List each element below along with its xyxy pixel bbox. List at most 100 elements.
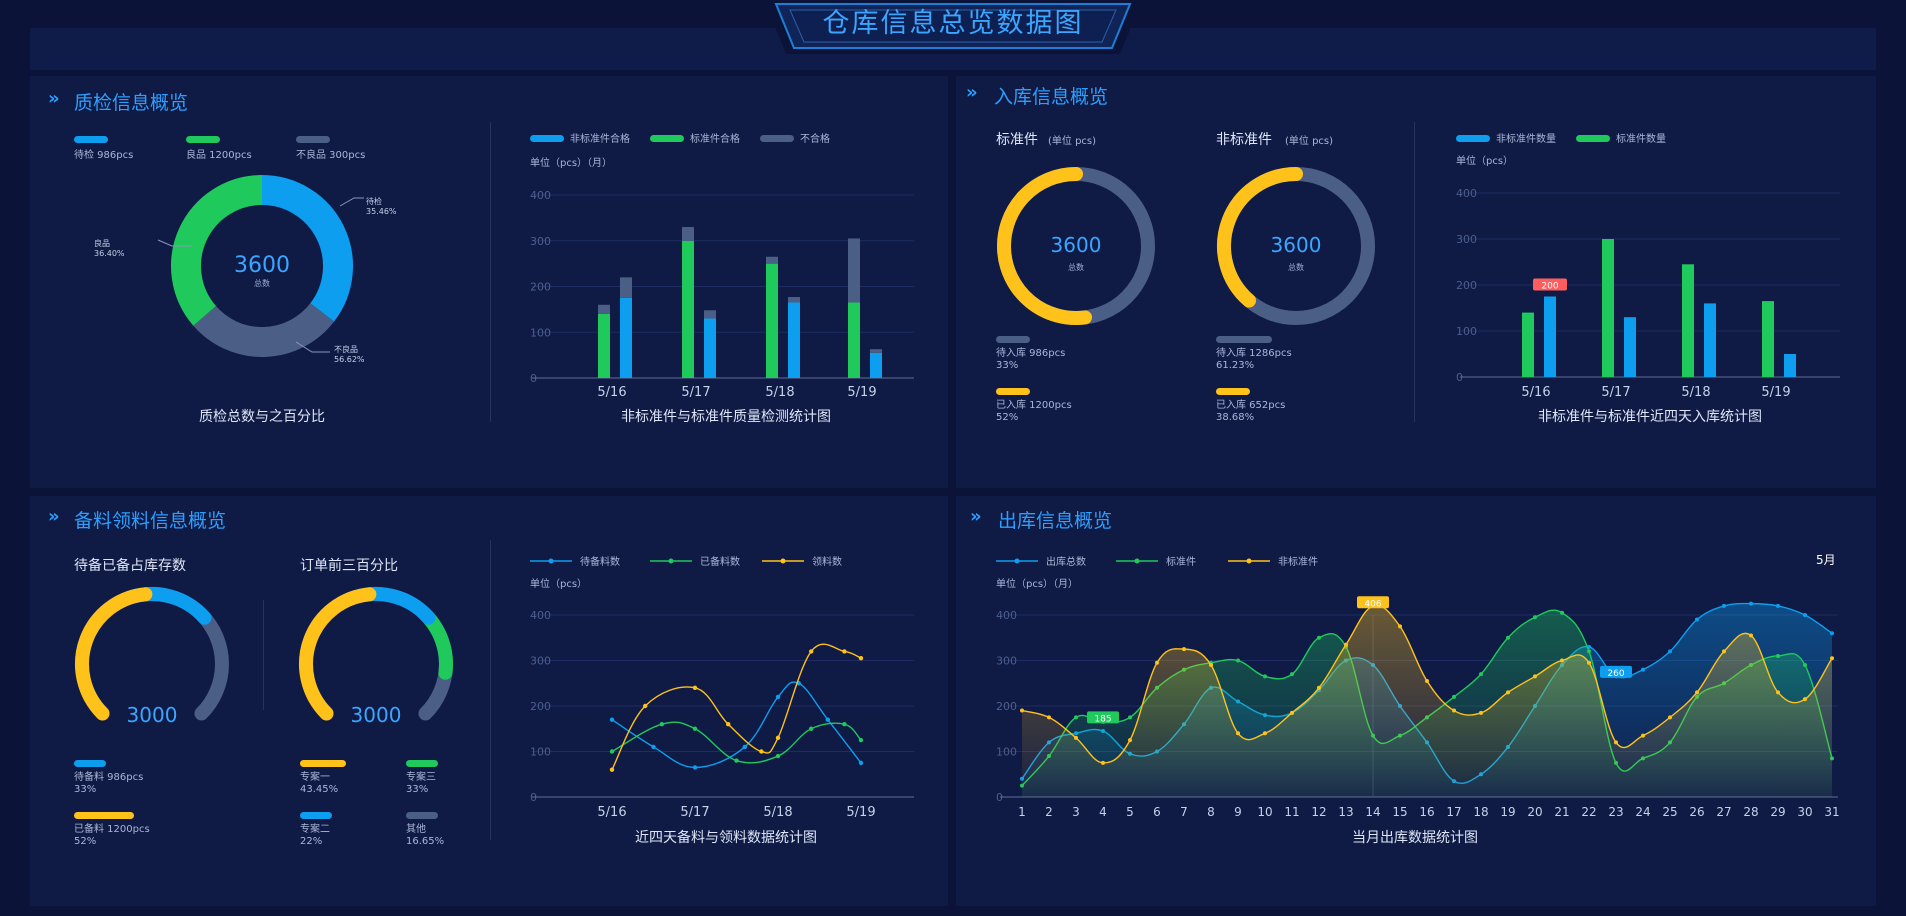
x-tick-label: 26	[1689, 805, 1704, 819]
unit-label: 单位（pcs）（月）	[530, 156, 612, 169]
area-point	[1722, 649, 1726, 654]
tooltip-box	[1357, 596, 1389, 609]
panel-prep	[30, 496, 948, 906]
x-tick-label: 25	[1662, 805, 1677, 819]
line-point	[609, 749, 615, 754]
legend-label: 专案三	[406, 770, 436, 783]
y-tick-label: 300	[530, 235, 551, 248]
x-tick-label: 29	[1770, 805, 1785, 819]
area-point	[1263, 731, 1267, 736]
legend-dot	[1246, 558, 1252, 564]
area-point	[1317, 685, 1321, 690]
bar-标准件数量	[1762, 301, 1774, 377]
bar-非标准件合格	[620, 297, 632, 378]
x-tick-label: 8	[1207, 805, 1215, 819]
y-tick-label: 0	[1456, 371, 1463, 384]
title-wrap: 仓库信息总览数据图	[776, 0, 1130, 48]
area-point	[1290, 672, 1294, 677]
area-point	[1047, 715, 1051, 720]
x-tick-label: 3	[1072, 805, 1080, 819]
tooltip-value: 406	[1364, 599, 1381, 609]
tooltip-box	[1600, 665, 1632, 678]
bar-非标准件数量	[1704, 303, 1716, 377]
divider	[490, 122, 491, 422]
legend-pct: 33%	[996, 360, 1018, 371]
bar-fail	[620, 277, 632, 298]
legend-pct: 52%	[996, 412, 1018, 423]
legend-swatch	[74, 812, 134, 819]
x-tick-label: 6	[1153, 805, 1161, 819]
area-point	[1722, 603, 1726, 608]
tooltip-box	[1533, 278, 1567, 291]
donut-center-label: 总数	[254, 278, 270, 288]
line-series-已备料数	[611, 721, 862, 764]
line-point	[659, 722, 664, 727]
area-point	[1641, 667, 1645, 672]
line-point	[809, 649, 814, 654]
legend-pct: 22%	[300, 836, 322, 847]
area-point	[1560, 610, 1564, 615]
tooltip-box	[1087, 711, 1119, 724]
legend-label: 标准件	[1166, 556, 1196, 568]
callout-pct: 56.62%	[334, 355, 365, 364]
legend-label: 不良品 300pcs	[296, 148, 365, 161]
line-point	[742, 744, 747, 750]
area-point	[1641, 733, 1645, 738]
chart-caption: 非标准件与标准件近四天入库统计图	[1538, 409, 1762, 425]
area-point	[1695, 690, 1699, 695]
legend-dot	[1134, 558, 1140, 564]
area-point	[1128, 738, 1132, 743]
y-tick-label: 400	[530, 609, 551, 622]
legend-label: 已备料数	[700, 555, 740, 568]
ring-center-value: 3600	[1271, 233, 1322, 257]
legend-swatch	[530, 135, 564, 142]
x-tick-label: 18	[1473, 805, 1488, 819]
legend-label: 已入库 652pcs	[1216, 398, 1285, 411]
area-point	[1506, 690, 1510, 695]
legend-swatch	[300, 760, 346, 767]
section-title-qc: 质检信息概览	[74, 92, 189, 114]
bar-标准件数量	[1682, 264, 1694, 377]
bar-fail	[598, 304, 610, 314]
area-point	[1479, 672, 1483, 677]
area-point	[1803, 613, 1807, 617]
legend-label: 不合格	[800, 132, 830, 145]
chart-caption: 近四天备料与领料数据统计图	[635, 829, 817, 846]
line-point	[858, 760, 864, 766]
ring-center-label: 总数	[1068, 262, 1084, 272]
area-point	[1155, 660, 1159, 665]
x-tick-label: 13	[1338, 805, 1353, 819]
legend-swatch	[1456, 135, 1490, 142]
legend-label: 待检 986pcs	[74, 148, 133, 161]
x-tick-label: 10	[1257, 805, 1272, 819]
line-point	[775, 735, 781, 741]
y-tick-label: 300	[1456, 233, 1477, 246]
legend-swatch	[650, 135, 684, 142]
legend-pct: 33%	[406, 784, 428, 795]
bar-非标准件合格	[788, 302, 800, 378]
y-tick-label: 100	[996, 746, 1017, 759]
gauge-title: 待备已备占库存数	[74, 557, 186, 574]
x-tick-label: 5/16	[597, 385, 626, 400]
section-title-inbound: 入库信息概览	[994, 86, 1109, 108]
legend-label: 领料数	[812, 555, 842, 568]
line-point	[692, 726, 698, 731]
ring-progress	[1217, 167, 1303, 308]
x-tick-label: 19	[1500, 805, 1515, 819]
y-tick-label: 200	[996, 700, 1017, 713]
divider	[490, 540, 491, 840]
area-point	[1830, 631, 1834, 636]
y-tick-label: 100	[1456, 325, 1477, 338]
legend-pct: 38.68%	[1216, 412, 1254, 423]
area-point	[1425, 678, 1429, 683]
unit-label: 单位（pcs）	[530, 577, 587, 590]
ring-title: 标准件	[996, 132, 1038, 148]
bar-非标准件数量	[1784, 354, 1796, 377]
x-tick-label: 20	[1527, 805, 1542, 819]
unit-label: 单位（pcs）（月）	[996, 577, 1078, 590]
legend-label: 已入库 1200pcs	[996, 398, 1072, 411]
area-point	[1452, 694, 1456, 699]
